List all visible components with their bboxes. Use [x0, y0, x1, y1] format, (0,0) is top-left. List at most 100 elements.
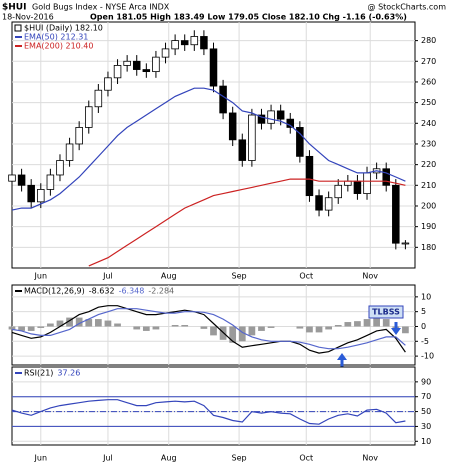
legend-label: MACD(12,26,9)	[24, 287, 85, 296]
date: 18-Nov-2016	[2, 13, 54, 22]
y-tick-label: 230	[421, 139, 436, 148]
histogram-bar	[27, 326, 35, 331]
candle-body	[353, 180, 362, 194]
histogram-bar	[402, 326, 409, 334]
legend-label: EMA(200) 210.40	[24, 42, 93, 51]
y-tick-label: 190	[421, 222, 436, 231]
candle-body	[267, 110, 275, 124]
candle-body	[104, 77, 112, 91]
candle-body	[142, 69, 151, 73]
histogram-bar	[325, 326, 333, 330]
candle-body	[17, 174, 26, 186]
legend-value: 37.26	[57, 369, 80, 378]
y-tick-label: 10	[421, 437, 431, 446]
histogram-bar	[104, 320, 112, 327]
candle-body	[113, 65, 122, 79]
histogram-bar	[210, 326, 217, 336]
x-tick-label: Sep	[232, 272, 247, 281]
x-tick-label: Jun	[34, 272, 48, 281]
candle-body	[363, 172, 371, 194]
histogram-bar	[94, 319, 102, 327]
histogram-bar	[267, 326, 275, 328]
candle-body	[180, 40, 189, 46]
candle-body	[276, 110, 285, 120]
series-line	[11, 87, 406, 211]
y-tick-label: 210	[421, 181, 436, 190]
candle-body	[248, 114, 256, 161]
candle-body	[94, 89, 103, 108]
histogram-bar	[363, 319, 371, 327]
candle-body	[123, 60, 131, 66]
histogram-bar	[334, 325, 342, 327]
legend-value: -2.284	[148, 287, 174, 296]
candle-body	[334, 184, 342, 199]
quote: Open 181.05 High 183.49 Low 179.05 Close…	[90, 13, 407, 22]
histogram-bar	[296, 326, 304, 329]
histogram-bar	[133, 326, 141, 330]
x-tick-label: Jul	[102, 454, 113, 463]
annotation-box	[368, 305, 404, 319]
y-tick-label: 220	[421, 160, 436, 169]
y-tick-label: 50	[421, 407, 431, 416]
candle-body	[161, 48, 170, 58]
candle-body	[200, 36, 208, 50]
x-tick-label: Aug	[161, 454, 177, 463]
histogram-bar	[258, 326, 265, 331]
histogram-bar	[56, 320, 64, 327]
legend-value: -6.348	[119, 287, 145, 296]
y-tick-label: -5	[421, 337, 429, 346]
candle-body	[209, 48, 218, 87]
x-tick-label: Sep	[232, 454, 247, 463]
legend-label: EMA(50) 212.31	[24, 33, 88, 42]
candle-body	[286, 118, 295, 128]
histogram-bar	[66, 317, 73, 327]
histogram-bar	[8, 326, 16, 330]
y-tick-label: 70	[421, 392, 431, 401]
y-tick-label: 180	[421, 243, 436, 252]
series-line	[11, 308, 406, 350]
panel-frame	[11, 366, 416, 446]
candle-body	[219, 85, 227, 114]
candle-body	[37, 189, 45, 203]
y-tick-label: 240	[421, 119, 436, 128]
candle-body	[315, 195, 323, 211]
y-tick-label: 5	[421, 307, 426, 316]
candle-body	[257, 114, 266, 124]
candle-body	[75, 127, 83, 145]
histogram-bar	[75, 317, 83, 327]
histogram-bar	[315, 326, 323, 333]
legend-label: $HUI (Daily) 182.10	[24, 24, 103, 33]
candle-body	[152, 56, 160, 73]
candle-body	[56, 160, 64, 176]
legend-value: -8.632	[89, 287, 115, 296]
candle-body	[305, 155, 314, 197]
histogram-bar	[373, 317, 380, 327]
candle-body	[382, 168, 390, 186]
x-tick-label: Oct	[299, 272, 313, 281]
histogram-bar	[171, 325, 179, 327]
annotation-arrowhead	[337, 353, 347, 360]
symbol: $HUI	[2, 3, 26, 13]
histogram-bar	[248, 326, 256, 336]
series-line	[11, 305, 406, 354]
histogram-bar	[306, 326, 313, 333]
candle-body	[85, 106, 93, 128]
source: @ StockCharts.com	[368, 3, 447, 12]
histogram-bar	[354, 321, 361, 327]
histogram-bar	[85, 319, 93, 327]
candle-body	[8, 174, 16, 182]
histogram-bar	[238, 326, 246, 342]
y-tick-label: 30	[421, 422, 431, 431]
histogram-bar	[152, 326, 160, 330]
histogram-bar	[142, 326, 150, 331]
y-tick-label: 90	[421, 377, 431, 386]
candle-body	[46, 174, 55, 190]
annotation-arrowhead	[391, 328, 401, 335]
candle-body	[132, 60, 141, 70]
x-tick-label: Nov	[362, 454, 378, 463]
y-tick-label: -10	[421, 352, 434, 361]
y-tick-label: 280	[421, 36, 436, 45]
y-tick-label: 260	[421, 77, 436, 86]
legend-label: RSI(21)	[24, 369, 53, 378]
